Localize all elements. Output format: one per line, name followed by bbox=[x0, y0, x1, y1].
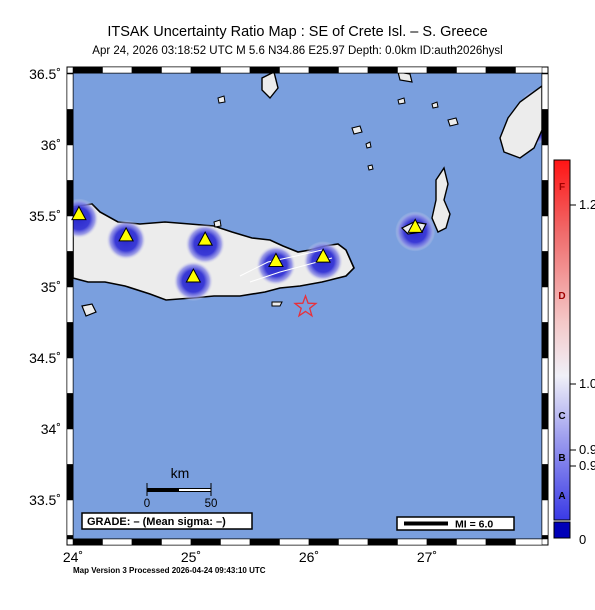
map-title: ITSAK Uncertainty Ratio Map : SE of Cret… bbox=[107, 24, 488, 40]
colorbar-grade-label: A bbox=[558, 491, 565, 502]
anafi-island bbox=[351, 125, 363, 135]
lon-tick-label: 24˚ bbox=[63, 549, 83, 565]
colorbar-value-label: 0.9 bbox=[579, 442, 595, 457]
processing-footer: Map Version 3 Processed 2026-04-24 09:43… bbox=[73, 566, 266, 575]
colorbar-value-label: 0.9 bbox=[579, 458, 595, 473]
chrysi-island bbox=[271, 301, 283, 307]
epicenter-star-icon bbox=[293, 293, 318, 318]
colorbar-value-label: 0 bbox=[579, 532, 586, 547]
lat-tick-label: 36.5˚ bbox=[29, 66, 61, 82]
station-markers bbox=[71, 205, 424, 283]
station-triangle-icon bbox=[118, 226, 134, 242]
islet-4 bbox=[431, 101, 439, 109]
colorbar-grade-label: B bbox=[558, 453, 565, 464]
islet-5 bbox=[213, 219, 222, 228]
islet-6 bbox=[367, 164, 374, 171]
colorbar: 1.2 1.0 0.90.9 0 F D C B A bbox=[553, 159, 595, 547]
lat-tick-label: 34.5˚ bbox=[29, 350, 61, 366]
colorbar-grade-label: F bbox=[559, 182, 565, 193]
lat-tick-label: 33.5˚ bbox=[29, 492, 61, 508]
station-triangle-icon bbox=[315, 248, 331, 263]
lat-tick-label: 35.5˚ bbox=[29, 208, 61, 224]
grade-text: GRADE: – (Mean sigma: –) bbox=[87, 516, 226, 528]
longitude-ticks: 24˚ 25˚ 26˚ 27˚ bbox=[63, 549, 437, 565]
station-triangle-icon bbox=[197, 231, 213, 246]
lat-tick-label: 35˚ bbox=[41, 279, 61, 295]
station-triangle-icon bbox=[71, 205, 87, 221]
syrna-island bbox=[447, 117, 459, 127]
colorbar-value-label: 1.0 bbox=[579, 376, 595, 391]
islet-3 bbox=[365, 141, 372, 149]
station-triangle-icon bbox=[185, 268, 202, 283]
station-triangle-icon bbox=[268, 252, 284, 267]
karpathos-island bbox=[431, 166, 451, 233]
colorbar-value-label: 1.2 bbox=[579, 197, 595, 212]
colorbar-grade-label: C bbox=[558, 411, 565, 422]
lon-tick-label: 26˚ bbox=[299, 549, 319, 565]
scale-label-0: 0 bbox=[144, 498, 150, 510]
latitude-ticks: 36.5˚ 36˚ 35.5˚ 35˚ 34.5˚ 34˚ 33.5˚ bbox=[29, 66, 61, 508]
fault-trace bbox=[239, 249, 323, 277]
scale-label-50: 50 bbox=[205, 498, 218, 510]
lon-tick-label: 25˚ bbox=[181, 549, 201, 565]
gavdos-island bbox=[81, 303, 97, 317]
sea-area bbox=[73, 73, 542, 539]
map-subtitle: Apr 24, 2026 03:18:52 UTC M 5.6 N34.86 E… bbox=[92, 45, 503, 57]
grade-box bbox=[81, 512, 253, 530]
rhodes-island bbox=[499, 85, 542, 159]
map-frame bbox=[66, 66, 549, 546]
islet-2 bbox=[397, 97, 406, 105]
santorini-island bbox=[261, 73, 279, 100]
lat-tick-label: 36˚ bbox=[41, 137, 61, 153]
scale-unit: km bbox=[171, 465, 190, 481]
station-triangle-icon bbox=[407, 218, 424, 233]
islet-1 bbox=[217, 95, 226, 104]
colorbar-grade-label: D bbox=[558, 291, 565, 302]
mi-legend-box bbox=[396, 516, 515, 531]
lon-tick-label: 27˚ bbox=[417, 549, 437, 565]
lat-tick-label: 34˚ bbox=[41, 421, 61, 437]
mi-legend-text: MI = 6.0 bbox=[455, 519, 493, 531]
scale-bar: km 0 50 bbox=[144, 465, 218, 510]
